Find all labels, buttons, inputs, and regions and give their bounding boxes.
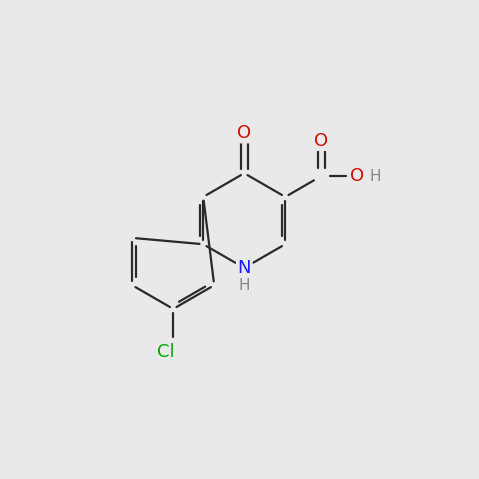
Text: Cl: Cl	[157, 342, 175, 361]
Text: H: H	[369, 169, 381, 183]
Text: O: O	[237, 124, 251, 142]
Text: O: O	[314, 132, 329, 149]
Text: N: N	[238, 259, 251, 277]
Text: H: H	[239, 278, 250, 294]
Text: O: O	[350, 167, 364, 185]
